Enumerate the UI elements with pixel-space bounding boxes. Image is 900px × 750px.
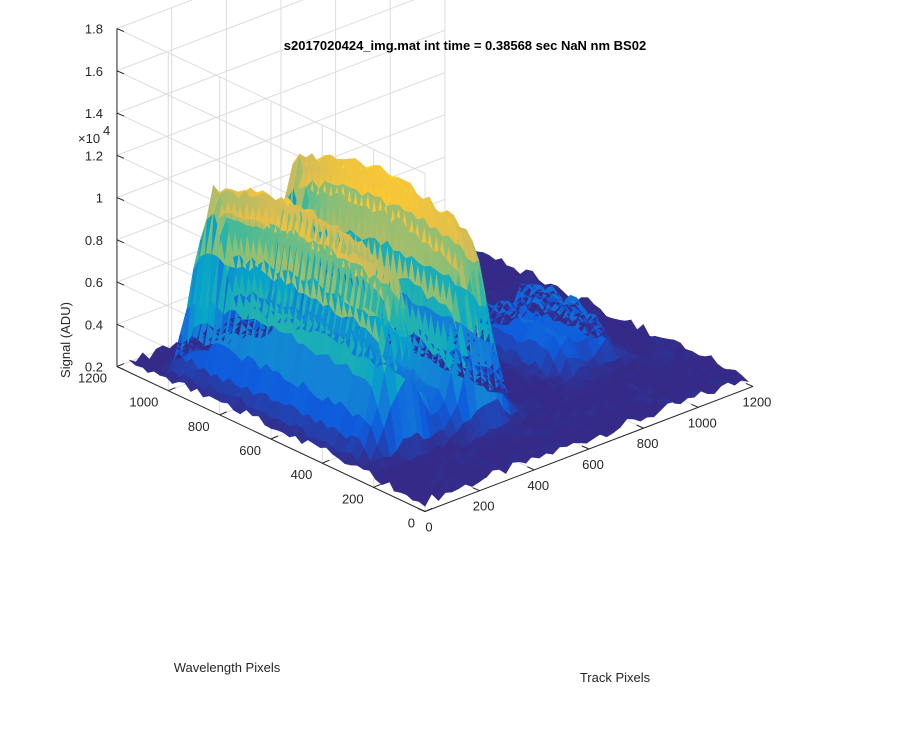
surface-patch xyxy=(734,375,749,383)
grid-line xyxy=(116,72,446,199)
y-tick-label: 0 xyxy=(408,516,415,531)
z-tick-label: 1.2 xyxy=(85,148,103,163)
grid-line xyxy=(116,28,426,174)
y-tick xyxy=(219,411,227,416)
y-tick-label: 400 xyxy=(291,467,313,482)
z-tick-label: 1.4 xyxy=(85,106,103,121)
axes-lines xyxy=(116,28,754,512)
z-tick xyxy=(116,281,125,286)
y-tick-label: 1000 xyxy=(129,395,158,410)
z-tick xyxy=(116,323,125,328)
y-tick xyxy=(322,459,330,464)
z-tick-label: 0.2 xyxy=(85,360,103,375)
x-tick xyxy=(745,383,754,387)
z-exponent-power: 4 xyxy=(103,123,110,138)
x-tick xyxy=(527,466,535,471)
x-tick-label: 600 xyxy=(582,457,604,472)
z-tick-label: 1.8 xyxy=(85,22,103,37)
y-tick-label: 1200 xyxy=(78,371,107,386)
chart-title: s2017020424_img.mat int time = 0.38568 s… xyxy=(284,38,646,53)
x-tick xyxy=(417,508,426,512)
y-tick-label: 200 xyxy=(342,491,364,506)
grid-line xyxy=(116,29,446,156)
z-exponent: ×10 4 xyxy=(78,123,110,146)
y-axis-label: Wavelength Pixels xyxy=(174,660,281,675)
z-tick xyxy=(116,112,125,117)
y-tick xyxy=(168,387,176,392)
x-tick xyxy=(472,487,480,492)
z-tick-label: 0.6 xyxy=(85,275,103,290)
y-tick-label: 600 xyxy=(239,443,261,458)
z-tick xyxy=(116,366,125,370)
x-tick xyxy=(636,424,644,429)
y-tick xyxy=(116,363,125,367)
z-tick xyxy=(116,239,125,244)
surface xyxy=(129,153,749,507)
tick-labels: 0 200 400 600 800 1000 1200 0 200 400 600 800 1000 12… xyxy=(78,22,771,535)
grid-line xyxy=(116,114,446,241)
y-tick xyxy=(424,508,433,512)
z-tick-label: 1.6 xyxy=(85,64,103,79)
z-tick-label: 1 xyxy=(96,191,103,206)
x-tick-label: 200 xyxy=(473,499,495,514)
z-tick xyxy=(116,28,125,32)
x-tick xyxy=(691,403,699,408)
y-tick xyxy=(373,483,381,488)
z-tick xyxy=(116,154,125,159)
x-tick xyxy=(581,445,590,450)
x-tick-label: 1200 xyxy=(742,394,771,409)
x-tick-label: 800 xyxy=(637,436,659,451)
z-tick-label: 0.8 xyxy=(85,233,103,248)
x-tick-label: 400 xyxy=(527,478,549,493)
z-tick xyxy=(116,197,125,201)
z-exponent-base: ×10 xyxy=(78,131,100,146)
grid-line xyxy=(116,0,194,30)
z-tick xyxy=(116,70,125,75)
x-tick-label: 1000 xyxy=(688,415,717,430)
y-tick xyxy=(270,435,279,440)
z-tick-label: 0.4 xyxy=(85,317,103,332)
grid-line xyxy=(116,0,415,114)
grid-line xyxy=(116,0,305,72)
x-axis-label: Track Pixels xyxy=(580,670,651,685)
z-axis-label: Signal (ADU) xyxy=(58,302,73,378)
x-tick-label: 0 xyxy=(425,520,432,535)
y-tick-label: 800 xyxy=(188,419,210,434)
